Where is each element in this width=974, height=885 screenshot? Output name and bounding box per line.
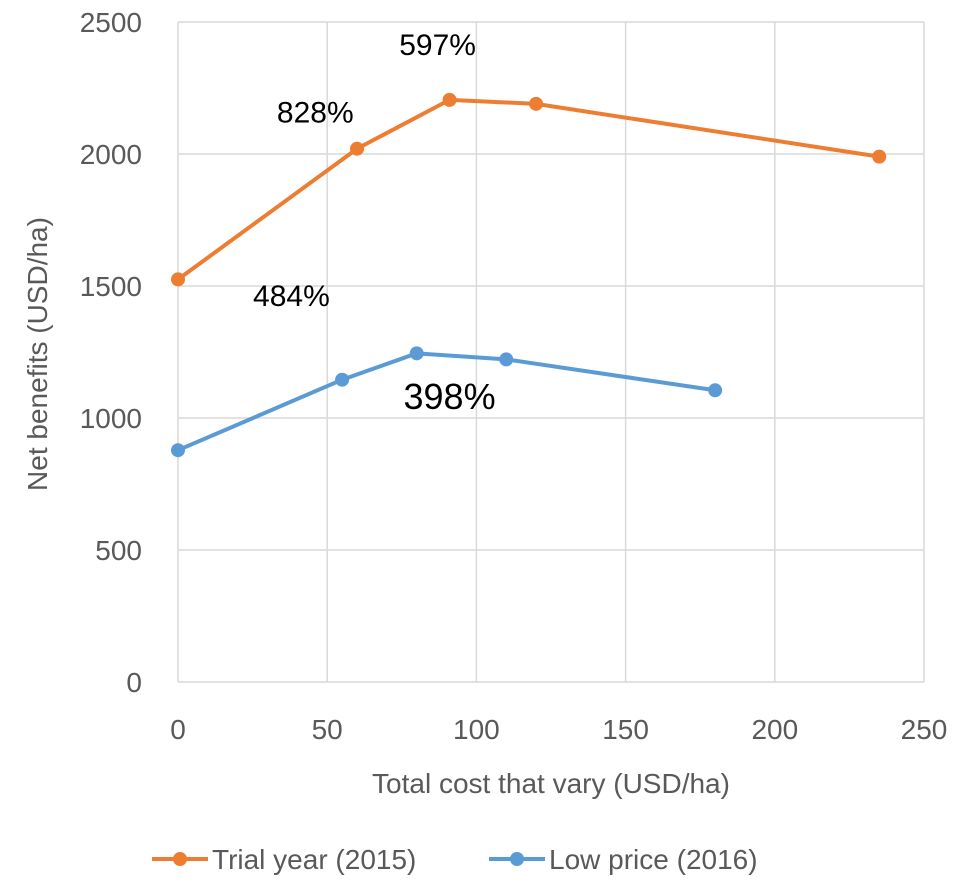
y-tick-label-4: 2000 xyxy=(80,139,142,170)
x-tick-label-2: 100 xyxy=(453,714,500,745)
series-1-point-4 xyxy=(708,383,723,398)
annotation-label-3: 398% xyxy=(404,376,496,417)
x-tick-label-0: 0 xyxy=(170,714,186,745)
x-tick-label-5: 250 xyxy=(901,714,948,745)
gridlines xyxy=(177,21,925,683)
legend-label-0: Trial year (2015) xyxy=(212,844,416,875)
annotation-label-2: 484% xyxy=(253,280,330,313)
y-tick-label-1: 500 xyxy=(95,535,142,566)
x-axis-title: Total cost that vary (USD/ha) xyxy=(372,768,730,799)
y-axis-title: Net benefits (USD/ha) xyxy=(22,217,53,491)
x-tick-label-1: 50 xyxy=(312,714,343,745)
y-tick-label-5: 2500 xyxy=(80,7,142,38)
legend-swatch-marker-1 xyxy=(510,852,524,866)
annotations: 597% 828% 484% 398% xyxy=(253,29,496,417)
series-0-point-1 xyxy=(350,141,365,156)
series-1-point-1 xyxy=(335,372,350,387)
x-tick-label-3: 150 xyxy=(602,714,649,745)
series-0-point-0 xyxy=(171,272,185,287)
annotation-label-1: 828% xyxy=(277,96,354,129)
series-0-point-2 xyxy=(442,92,457,107)
annotation-label-0: 597% xyxy=(399,29,476,62)
y-tick-label-2: 1000 xyxy=(80,403,142,434)
series-1-point-2 xyxy=(409,346,424,361)
legend-label-1: Low price (2016) xyxy=(549,844,758,875)
y-tick-label-0: 0 xyxy=(126,667,142,698)
series-0 xyxy=(171,92,887,287)
series-1-point-3 xyxy=(499,352,514,367)
series-0-point-4 xyxy=(872,149,887,164)
series-0-point-3 xyxy=(529,96,544,111)
x-tick-label-4: 200 xyxy=(751,714,798,745)
legend-swatch-marker-0 xyxy=(173,852,187,866)
legend-item-1: Low price (2016) xyxy=(489,844,758,875)
series-1 xyxy=(171,346,723,458)
series-1-point-0 xyxy=(171,443,185,458)
y-tick-label-3: 1500 xyxy=(80,271,142,302)
legend-item-0: Trial year (2015) xyxy=(152,844,416,875)
legend: Trial year (2015) Low price (2016) xyxy=(152,844,758,875)
series-group xyxy=(171,92,887,458)
